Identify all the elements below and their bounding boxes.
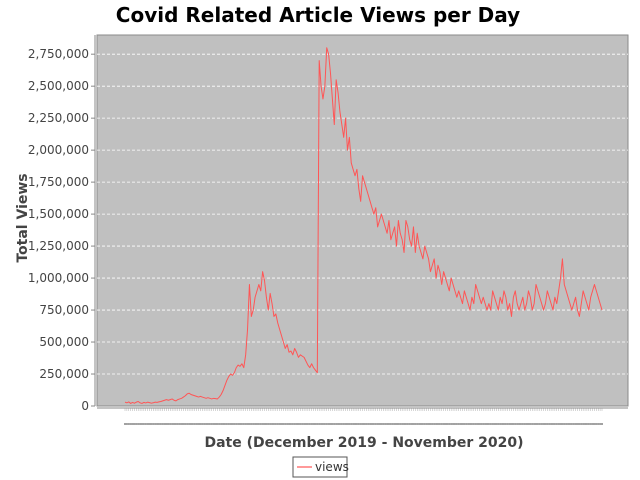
y-axis: 0 250,000 500,000 750,000 1,000,000 1,250,000… (28, 35, 96, 413)
y-tick-label: 2,250,000 (28, 111, 89, 125)
plot-area (96, 34, 629, 407)
series-line-views (124, 47, 603, 404)
x-axis (97, 407, 628, 425)
y-tick-label: 1,750,000 (28, 175, 89, 189)
y-tick-label: 0 (81, 399, 89, 413)
y-tick-label: 500,000 (39, 335, 89, 349)
y-axis-label: Total Views (15, 173, 31, 262)
y-tick-label: 750,000 (39, 303, 89, 317)
x-axis-label: Date (December 2019 - November 2020) (204, 435, 523, 451)
chart-title: Covid Related Article Views per Day (116, 3, 520, 27)
y-tick-label: 1,000,000 (28, 271, 89, 285)
series-views (124, 47, 603, 404)
y-tick-label: 250,000 (39, 367, 89, 381)
legend-box (292, 456, 348, 478)
legend-label-views: views (315, 460, 349, 474)
y-tick-label: 1,500,000 (28, 207, 89, 221)
y-tick-label: 2,500,000 (28, 79, 89, 93)
legend: views (292, 456, 349, 478)
y-tick-label: 2,750,000 (28, 47, 89, 61)
y-tick-label: 1,250,000 (28, 239, 89, 253)
y-tick-label: 2,000,000 (28, 143, 89, 157)
